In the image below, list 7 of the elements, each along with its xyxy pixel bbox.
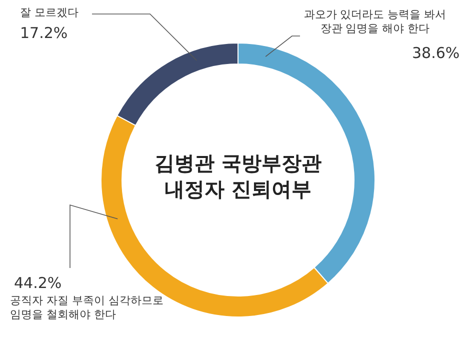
slice-label: 공직자 자질 부족이 심각하므로 임명을 철회해야 한다 [10,294,164,322]
data-label: 17.2% [20,24,68,42]
slice-label: 잘 모르겠다 [20,6,80,20]
data-label: 38.6% [412,44,460,62]
slice-label: 과오가 있더라도 능력을 봐서 장관 임명을 해야 한다 [302,8,448,36]
data-label: 44.2% [14,274,62,292]
text: 김병관 국방부장관 내정자 진퇴여부 [154,150,322,202]
